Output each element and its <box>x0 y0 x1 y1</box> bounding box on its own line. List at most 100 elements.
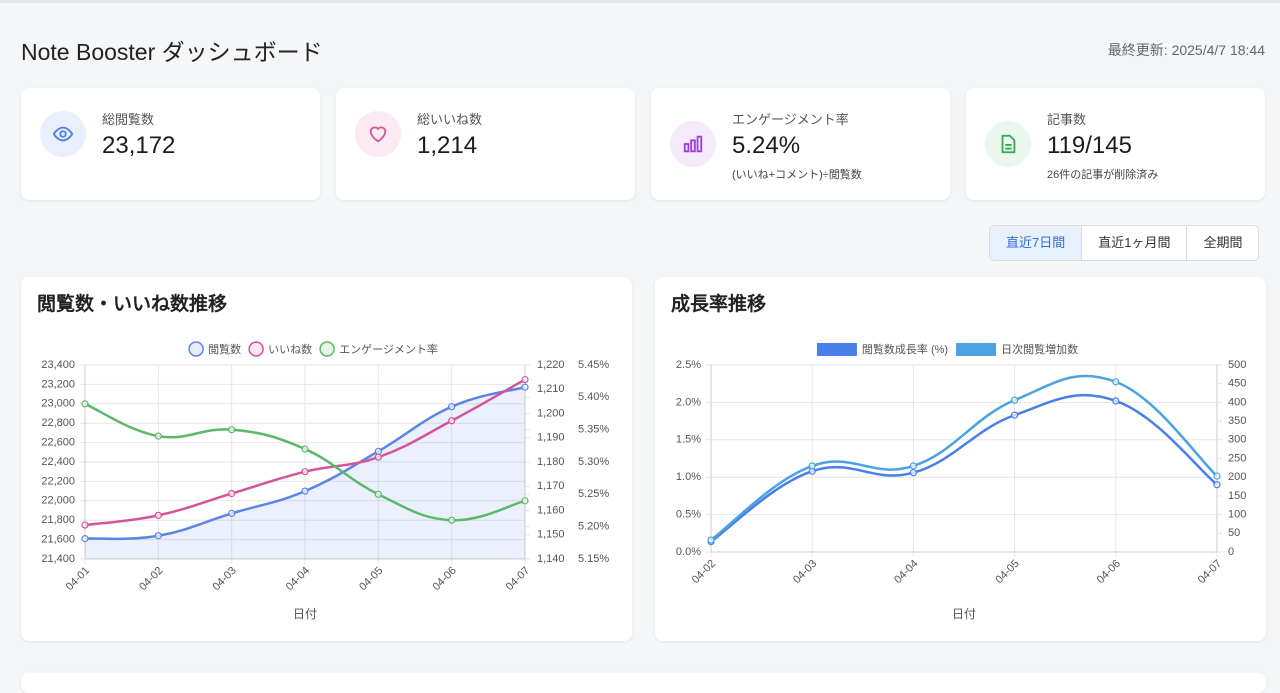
card-icon <box>985 121 1031 167</box>
legend-label: 閲覧数 <box>208 342 241 356</box>
data-point <box>81 535 89 543</box>
legend-marker <box>319 341 335 357</box>
legend-label: 日次閲覧増加数 <box>1001 342 1078 356</box>
data-point <box>1010 411 1019 419</box>
legend-label: 閲覧数成長率 (%) <box>862 342 948 356</box>
y2-tick-label: 300 <box>1228 434 1246 446</box>
data-point <box>448 516 456 524</box>
x-tick-label: 04-04 <box>284 565 312 593</box>
data-point <box>301 487 309 495</box>
area-fill <box>85 387 525 559</box>
data-point <box>1213 472 1221 480</box>
period-button[interactable]: 直近7日間 <box>990 226 1083 260</box>
y2-tick-label: 1,210 <box>537 383 565 395</box>
y-tick-label: 0.0% <box>676 546 701 558</box>
y2-tick-label: 1,150 <box>537 529 565 541</box>
data-point <box>228 426 236 434</box>
y3-tick-label: 5.40% <box>578 391 609 403</box>
y2-tick-label: 50 <box>1228 527 1240 539</box>
top-border <box>0 0 1280 3</box>
card-label: エンゲージメント率 <box>732 112 849 127</box>
y3-tick-label: 5.35% <box>578 424 609 436</box>
y2-tick-label: 1,170 <box>537 480 565 492</box>
y-tick-label: 23,000 <box>41 398 75 410</box>
x-tick-label: 04-07 <box>504 565 532 593</box>
y-tick-label: 2.5% <box>676 359 701 371</box>
legend-label: エンゲージメント率 <box>339 342 438 356</box>
data-point <box>521 497 529 505</box>
y2-tick-label: 1,140 <box>537 553 565 565</box>
data-point <box>81 400 89 408</box>
chart-title: 成長率推移 <box>671 292 766 315</box>
data-point <box>228 489 236 498</box>
chart-panel <box>655 277 1266 641</box>
x-tick-label: 04-01 <box>64 565 92 593</box>
card-note: 26件の記事が削除済み <box>1047 169 1159 181</box>
series-line <box>710 393 1218 543</box>
data-point <box>808 462 816 470</box>
y2-tick-label: 350 <box>1228 415 1246 427</box>
x-tick-label: 04-07 <box>1196 558 1224 586</box>
y-tick-label: 21,600 <box>41 534 75 546</box>
x-tick-label: 04-06 <box>430 565 458 593</box>
data-point <box>374 447 382 455</box>
period-selector: 直近7日間 直近1ヶ月間 全期間 <box>989 225 1260 261</box>
y2-tick-label: 400 <box>1228 396 1246 408</box>
x-tick-label: 04-05 <box>993 558 1021 586</box>
y3-tick-label: 5.25% <box>578 488 609 500</box>
legend-marker <box>188 341 204 357</box>
y2-tick-label: 1,160 <box>537 504 565 516</box>
y2-tick-label: 1,180 <box>537 456 565 468</box>
legend: 閲覧数 いいね数 エンゲージメント率 <box>188 341 438 357</box>
x-axis-title: 日付 <box>952 607 976 621</box>
data-point <box>1010 396 1019 404</box>
data-point <box>154 511 162 519</box>
legend-marker <box>956 343 997 356</box>
y-tick-label: 23,200 <box>41 378 75 390</box>
x-tick-label: 04-04 <box>892 558 920 586</box>
x-tick-label: 04-02 <box>690 558 718 586</box>
card-icon <box>670 121 716 167</box>
series-line <box>710 374 1218 542</box>
card-label: 総いいね数 <box>417 112 483 127</box>
y-tick-label: 23,400 <box>41 359 75 371</box>
data-point <box>81 521 89 529</box>
data-point <box>448 417 456 425</box>
y3-tick-label: 5.20% <box>578 521 609 533</box>
legend-marker <box>248 341 264 357</box>
stat-card: 記事数 119/145 26件の記事が削除済み <box>966 88 1265 200</box>
data-point <box>154 532 162 540</box>
x-axis-title: 日付 <box>293 607 317 621</box>
y2-tick-label: 1,200 <box>537 407 565 419</box>
legend: 閲覧数成長率 (%) 日次閲覧増加数 <box>816 342 1078 356</box>
period-button[interactable]: 直近1ヶ月間 <box>1082 226 1188 260</box>
data-point <box>1112 397 1120 405</box>
y-tick-label: 22,200 <box>41 475 75 487</box>
data-point <box>374 490 382 498</box>
y2-tick-label: 200 <box>1228 471 1246 483</box>
y2-tick-label: 1,220 <box>537 359 565 371</box>
card-value: 5.24% <box>732 132 801 159</box>
y2-tick-label: 0 <box>1228 546 1234 558</box>
stat-card: エンゲージメント率 5.24% (いいね+コメント)÷閲覧数 <box>651 88 950 200</box>
chart-panel <box>21 277 632 641</box>
x-tick-label: 04-05 <box>357 565 385 593</box>
y3-tick-label: 5.30% <box>578 456 609 468</box>
x-tick-label: 04-03 <box>791 558 819 586</box>
card-label: 総閲覧数 <box>102 112 155 127</box>
x-tick-label: 04-02 <box>137 565 165 593</box>
y-tick-label: 0.5% <box>676 509 701 521</box>
data-point <box>707 536 715 544</box>
period-button[interactable]: 全期間 <box>1203 235 1243 250</box>
data-point <box>448 403 456 411</box>
y3-tick-label: 5.45% <box>578 359 609 371</box>
y-tick-label: 22,600 <box>41 437 75 449</box>
stat-card: 総いいね数 1,214 <box>336 88 635 200</box>
y-tick-label: 1.5% <box>676 434 701 446</box>
data-point <box>909 462 918 470</box>
data-point <box>301 445 309 453</box>
y-tick-label: 22,800 <box>41 417 75 429</box>
y-tick-label: 21,400 <box>41 553 75 565</box>
